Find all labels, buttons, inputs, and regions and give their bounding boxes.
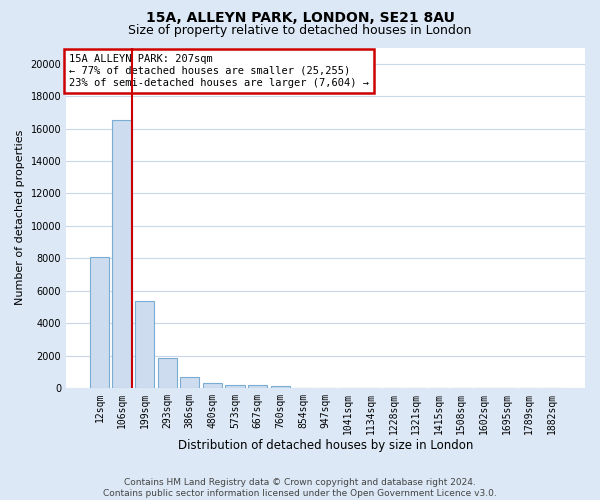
Text: Contains HM Land Registry data © Crown copyright and database right 2024.
Contai: Contains HM Land Registry data © Crown c… [103, 478, 497, 498]
Bar [135, 301, 154, 388]
Bar [271, 386, 290, 388]
Bar [180, 377, 199, 388]
Bar [248, 385, 268, 388]
Bar [203, 383, 222, 388]
Bar [112, 120, 131, 388]
Bar [90, 258, 109, 388]
Y-axis label: Number of detached properties: Number of detached properties [15, 130, 25, 306]
Text: Size of property relative to detached houses in London: Size of property relative to detached ho… [128, 24, 472, 37]
X-axis label: Distribution of detached houses by size in London: Distribution of detached houses by size … [178, 440, 473, 452]
Text: 15A, ALLEYN PARK, LONDON, SE21 8AU: 15A, ALLEYN PARK, LONDON, SE21 8AU [146, 11, 454, 25]
Bar [226, 384, 245, 388]
Text: 15A ALLEYN PARK: 207sqm
← 77% of detached houses are smaller (25,255)
23% of sem: 15A ALLEYN PARK: 207sqm ← 77% of detache… [69, 54, 369, 88]
Bar [158, 358, 177, 388]
